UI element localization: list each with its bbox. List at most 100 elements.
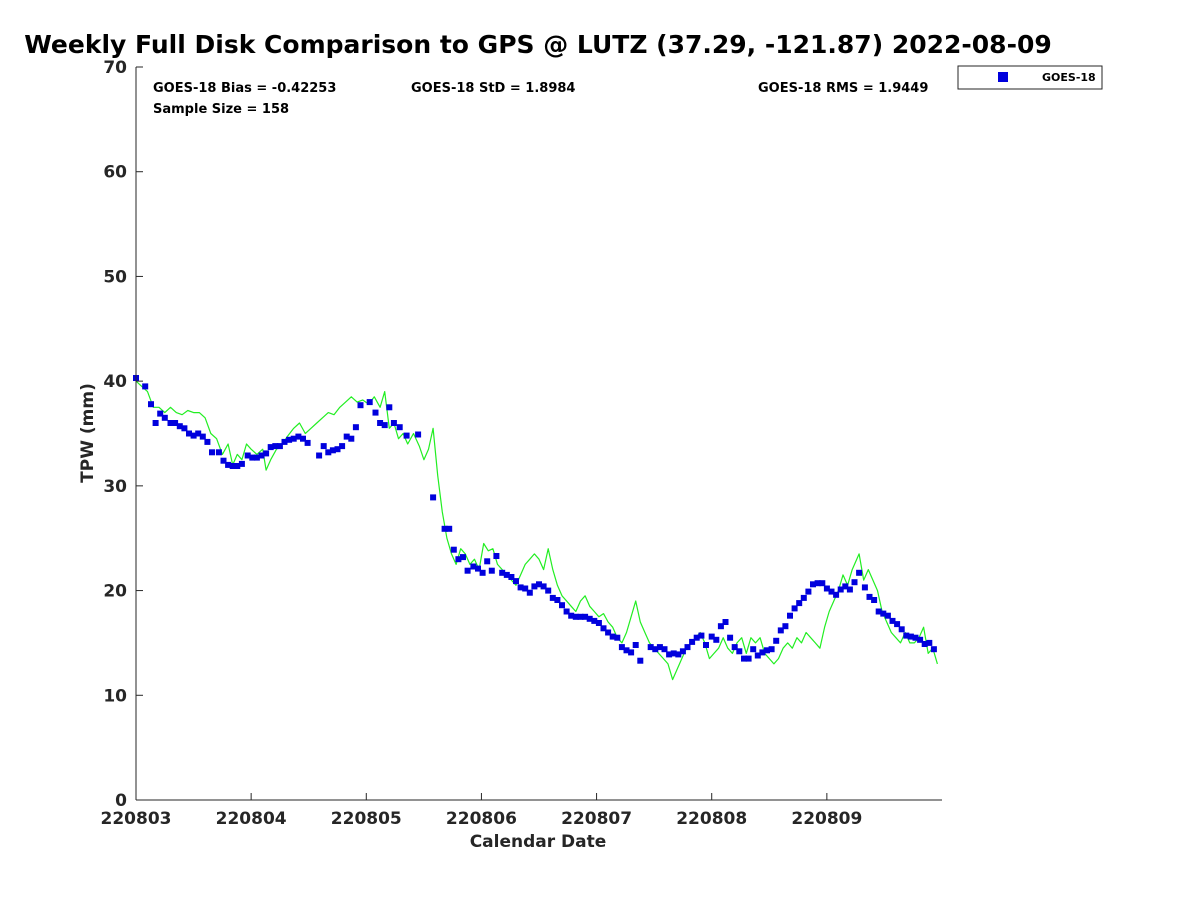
goes-18-point-144 bbox=[856, 569, 863, 576]
goes-18-point-109 bbox=[693, 634, 700, 641]
goes-18-point-55 bbox=[430, 494, 437, 501]
goes-18-point-24 bbox=[253, 454, 260, 461]
goes-18-point-38 bbox=[325, 449, 332, 456]
goes-18-point-124 bbox=[764, 647, 770, 654]
goes-18-point-83 bbox=[568, 612, 575, 619]
goes-18-point-5 bbox=[161, 414, 168, 421]
goes-18-point-97 bbox=[632, 642, 639, 648]
goes-18-point-128 bbox=[782, 623, 789, 630]
goes-18-point-30 bbox=[281, 438, 288, 445]
goes-18-point-84 bbox=[572, 613, 579, 620]
goes-18-point-44 bbox=[352, 424, 359, 431]
goes-18-point-19 bbox=[229, 463, 236, 469]
goes-18-point-99 bbox=[647, 644, 654, 651]
goes-18-point-70 bbox=[508, 574, 515, 580]
goes-18-point-35 bbox=[304, 439, 311, 446]
y-tick-label-4: 40 bbox=[103, 372, 127, 392]
goes-18-point-32 bbox=[290, 435, 297, 442]
goes-18-point-77 bbox=[540, 583, 547, 590]
goes-18-point-113 bbox=[713, 636, 720, 643]
goes-18-point-64 bbox=[479, 569, 486, 576]
goes-18-point-18 bbox=[225, 461, 232, 468]
goes-18-point-49 bbox=[381, 422, 388, 429]
goes-18-point-117 bbox=[731, 644, 738, 651]
goes-18-point-1 bbox=[142, 383, 149, 390]
stat-rms: GOES-18 RMS = 1.9449 bbox=[758, 81, 928, 96]
goes-18-point-63 bbox=[475, 565, 481, 572]
goes-18-point-88 bbox=[591, 617, 598, 624]
goes-18-point-90 bbox=[600, 625, 607, 632]
stat-sample-size: Sample Size = 158 bbox=[153, 102, 289, 117]
goes-18-point-87 bbox=[586, 615, 593, 622]
goes-18-point-149 bbox=[880, 610, 887, 617]
goes-18-point-122 bbox=[754, 652, 761, 659]
chart-title: Weekly Full Disk Comparison to GPS @ LUT… bbox=[24, 30, 1052, 59]
goes-18-point-14 bbox=[204, 438, 211, 445]
goes-18-point-125 bbox=[768, 646, 775, 653]
goes-18-point-36 bbox=[316, 452, 323, 459]
y-tick-label-1: 10 bbox=[103, 686, 127, 706]
goes-18-point-159 bbox=[926, 639, 933, 646]
goes-18-point-54 bbox=[415, 431, 422, 438]
goes-18-point-119 bbox=[741, 655, 747, 662]
goes-18-point-121 bbox=[750, 646, 757, 653]
goes-18-point-78 bbox=[545, 587, 552, 594]
goes-18-point-13 bbox=[199, 433, 206, 440]
goes-18-point-141 bbox=[842, 583, 849, 590]
x-tick-label-5: 220808 bbox=[676, 809, 747, 829]
goes-18-point-23 bbox=[249, 454, 256, 461]
goes-18-point-46 bbox=[366, 399, 373, 406]
goes-18-point-86 bbox=[582, 613, 589, 620]
x-axis-label: Calendar Date bbox=[470, 832, 607, 852]
goes-18-point-92 bbox=[609, 633, 616, 640]
goes-18-point-72 bbox=[517, 584, 524, 591]
x-tick-label-1: 220804 bbox=[216, 809, 287, 829]
goes-18-point-33 bbox=[295, 433, 302, 440]
goes-18-point-129 bbox=[787, 612, 793, 619]
goes-18-point-26 bbox=[263, 450, 270, 457]
stat-std: GOES-18 StD = 1.8984 bbox=[411, 81, 575, 96]
goes-18-point-150 bbox=[884, 612, 891, 619]
goes-18-point-104 bbox=[670, 650, 677, 657]
y-axis-ticks: 0 10 20 30 40 50 60 70 bbox=[103, 58, 143, 811]
y-tick-label-0: 0 bbox=[115, 791, 127, 811]
goes-18-point-142 bbox=[846, 586, 853, 593]
goes-18-point-52 bbox=[396, 424, 403, 431]
goes-18-point-154 bbox=[903, 632, 910, 639]
goes-18-point-89 bbox=[595, 620, 602, 626]
goes-18-point-58 bbox=[450, 546, 457, 553]
goes-marker-layer bbox=[133, 375, 937, 664]
goes-18-point-143 bbox=[851, 579, 858, 586]
legend-label-goes-18: GOES-18 bbox=[1042, 71, 1096, 84]
x-tick-label-4: 220807 bbox=[561, 809, 632, 829]
goes-18-point-156 bbox=[912, 634, 919, 641]
goes-18-point-130 bbox=[791, 605, 798, 612]
goes-18-point-39 bbox=[329, 447, 336, 454]
goes-18-point-21 bbox=[238, 460, 245, 467]
goes-18-point-50 bbox=[386, 404, 393, 411]
goes-18-point-133 bbox=[805, 588, 812, 595]
goes-18-point-106 bbox=[679, 648, 686, 655]
goes-18-point-67 bbox=[493, 553, 500, 559]
goes-18-point-118 bbox=[736, 648, 743, 655]
goes-18-point-102 bbox=[661, 646, 668, 653]
stat-bias: GOES-18 Bias = -0.42253 bbox=[153, 81, 336, 96]
goes-18-point-160 bbox=[930, 646, 937, 653]
goes-18-point-22 bbox=[244, 452, 251, 459]
goes-18-point-116 bbox=[727, 634, 734, 641]
legend-box bbox=[957, 65, 1103, 90]
goes-18-point-112 bbox=[708, 633, 715, 640]
goes-18-point-139 bbox=[833, 591, 840, 598]
goes-18-point-15 bbox=[209, 449, 215, 456]
goes-18-point-12 bbox=[195, 430, 202, 437]
goes-18-point-27 bbox=[267, 444, 274, 451]
goes-18-point-111 bbox=[703, 642, 709, 648]
goes-18-point-34 bbox=[300, 435, 306, 442]
y-tick-label-2: 20 bbox=[103, 582, 127, 602]
goes-18-point-101 bbox=[656, 644, 663, 651]
y-tick-label-5: 50 bbox=[103, 267, 127, 287]
x-tick-label-0: 220803 bbox=[101, 809, 172, 829]
goes-18-point-152 bbox=[894, 621, 901, 628]
goes-18-point-94 bbox=[618, 644, 625, 651]
goes-18-point-29 bbox=[276, 443, 283, 450]
